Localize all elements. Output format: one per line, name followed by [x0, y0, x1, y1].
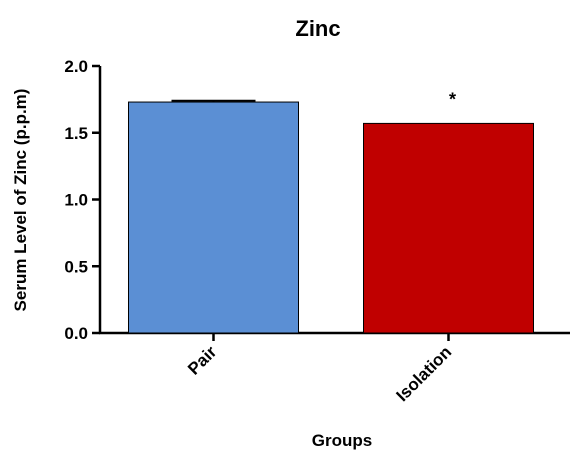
chart-title: Zinc: [295, 16, 340, 41]
bar-pair: [128, 101, 299, 334]
x-tick-label: Isolation: [392, 342, 455, 405]
y-ticks: 0.0 0.5 1.0 1.5 2.0: [64, 57, 100, 343]
x-tick-label: Pair: [184, 342, 220, 378]
y-tick-label: 1.5: [64, 124, 88, 143]
x-axis-label: Groups: [312, 431, 372, 450]
y-tick-label: 1.0: [64, 191, 88, 210]
y-axis-label: Serum Level of Zinc (p.p.m): [11, 89, 30, 312]
bars: *: [128, 89, 534, 334]
y-tick-label: 0.0: [64, 324, 88, 343]
y-tick-label: 2.0: [64, 57, 88, 76]
significance-marker: *: [449, 89, 456, 109]
y-tick-label: 0.5: [64, 257, 88, 276]
bar-isolation: [363, 122, 534, 334]
x-ticks: Pair Isolation: [184, 333, 455, 405]
